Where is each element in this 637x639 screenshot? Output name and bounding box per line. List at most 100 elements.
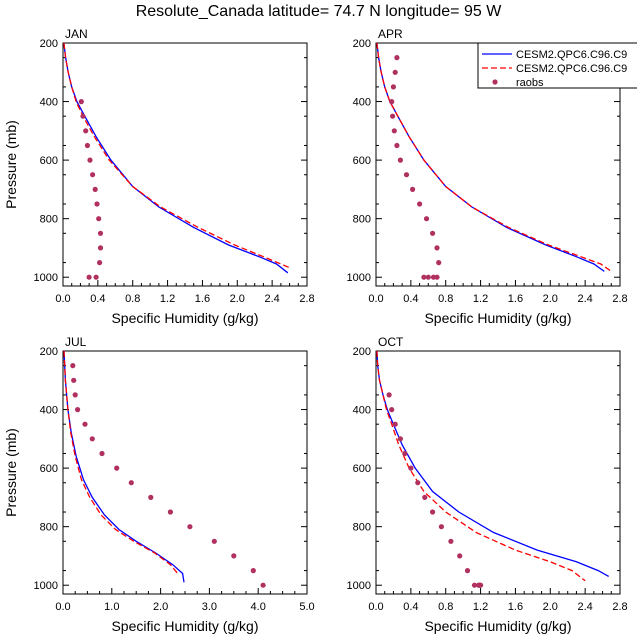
raobs-point	[90, 172, 96, 178]
raobs-point	[392, 69, 398, 75]
model-line-dashed	[376, 42, 612, 272]
y-tick-label: 200	[353, 38, 371, 50]
raobs-point	[82, 421, 88, 427]
y-axis-label: Pressure (mb)	[3, 428, 19, 517]
legend-label: raobs	[516, 77, 544, 89]
x-tick-label: 0.0	[55, 601, 70, 613]
y-tick-label: 200	[40, 38, 58, 50]
raobs-point	[457, 553, 463, 559]
x-tick-label: 2.4	[577, 601, 592, 613]
x-tick-label: 2.0	[543, 293, 558, 305]
raobs-point	[75, 407, 81, 413]
raobs-point	[99, 450, 105, 457]
y-tick-label: 1000	[347, 272, 371, 284]
x-axis-label: Specific Humidity (g/kg)	[111, 618, 258, 634]
raobs-point	[114, 465, 120, 471]
x-tick-label: 1.6	[508, 601, 523, 613]
x-tick-label: 3.0	[202, 601, 217, 613]
y-axis-label: Pressure (mb)	[3, 120, 19, 209]
y-tick-label: 400	[353, 405, 371, 417]
x-tick-label: 1.0	[104, 601, 119, 613]
raobs-point	[231, 553, 237, 559]
y-tick-label: 400	[40, 405, 58, 417]
raobs-point	[415, 480, 421, 486]
x-tick-label: 5.0	[299, 601, 314, 613]
x-tick-label: 2.4	[264, 293, 279, 305]
raobs-point	[408, 465, 414, 471]
raobs-point	[448, 538, 454, 544]
raobs-point	[211, 538, 217, 544]
model-line-solid	[63, 42, 289, 274]
y-tick-label: 600	[353, 155, 371, 167]
raobs-point	[97, 245, 104, 251]
raobs-point	[430, 230, 436, 236]
raobs-point	[397, 436, 403, 442]
raobs-point	[403, 172, 410, 178]
raobs-point	[392, 421, 398, 427]
plot-frame	[62, 350, 308, 595]
raobs-point	[96, 216, 102, 222]
raobs-point	[410, 186, 416, 192]
x-tick-label: 1.6	[195, 293, 210, 305]
x-tick-label: 2.0	[230, 293, 245, 305]
x-tick-label: 0.0	[368, 293, 383, 305]
raobs-point	[389, 99, 395, 105]
panel-label: JAN	[65, 27, 88, 41]
raobs-point	[86, 274, 92, 280]
y-tick-label: 800	[353, 214, 371, 226]
raobs-point	[421, 274, 427, 280]
raobs-point	[83, 128, 89, 134]
model-line-dashed	[376, 350, 586, 582]
raobs-point	[78, 99, 84, 105]
x-tick-label: 2.0	[153, 601, 168, 613]
raobs-point	[97, 260, 103, 266]
raobs-point	[434, 245, 440, 251]
raobs-point	[423, 216, 430, 222]
raobs-point	[402, 450, 408, 457]
raobs-point	[87, 157, 93, 163]
x-axis-label: Specific Humidity (g/kg)	[111, 310, 258, 326]
x-axis-label: Specific Humidity (g/kg)	[424, 618, 571, 634]
y-tick-label: 1000	[347, 580, 371, 592]
raobs-point	[394, 142, 400, 149]
y-tick-label: 600	[40, 155, 58, 167]
x-tick-label: 2.8	[299, 293, 314, 305]
x-tick-label: 1.2	[160, 293, 175, 305]
x-tick-label: 2.0	[543, 601, 558, 613]
raobs-point	[70, 363, 76, 369]
raobs-point	[260, 582, 266, 588]
raobs-point	[187, 524, 193, 530]
panel-label: APR	[378, 27, 403, 41]
raobs-point	[394, 55, 400, 61]
raobs-point	[97, 230, 104, 236]
raobs-point	[422, 494, 428, 500]
raobs-point	[391, 128, 397, 134]
y-tick-label: 800	[40, 214, 58, 226]
raobs-point	[94, 201, 100, 207]
raobs-point	[390, 84, 396, 90]
legend-marker-raobs	[492, 79, 498, 85]
raobs-point	[390, 113, 396, 119]
raobs-point	[167, 509, 173, 515]
y-tick-label: 600	[40, 463, 58, 475]
x-tick-label: 0.8	[438, 293, 453, 305]
legend-box	[477, 42, 637, 89]
model-line-dashed	[63, 42, 292, 269]
y-tick-label: 800	[353, 522, 371, 534]
x-tick-label: 0.8	[438, 601, 453, 613]
raobs-point	[438, 524, 444, 530]
raobs-point	[250, 568, 256, 574]
x-tick-label: 4.0	[251, 601, 266, 613]
model-line-solid	[63, 350, 185, 583]
x-tick-label: 2.4	[577, 293, 592, 305]
model-line-dashed	[63, 350, 179, 574]
x-tick-label: 1.2	[473, 601, 488, 613]
x-tick-label: 2.8	[612, 601, 627, 613]
panel-label: OCT	[378, 335, 404, 349]
x-tick-label: 0.0	[368, 601, 383, 613]
y-tick-label: 800	[40, 522, 58, 534]
raobs-point	[148, 494, 154, 500]
x-tick-label: 0.4	[403, 601, 418, 613]
x-tick-label: 0.4	[403, 293, 418, 305]
